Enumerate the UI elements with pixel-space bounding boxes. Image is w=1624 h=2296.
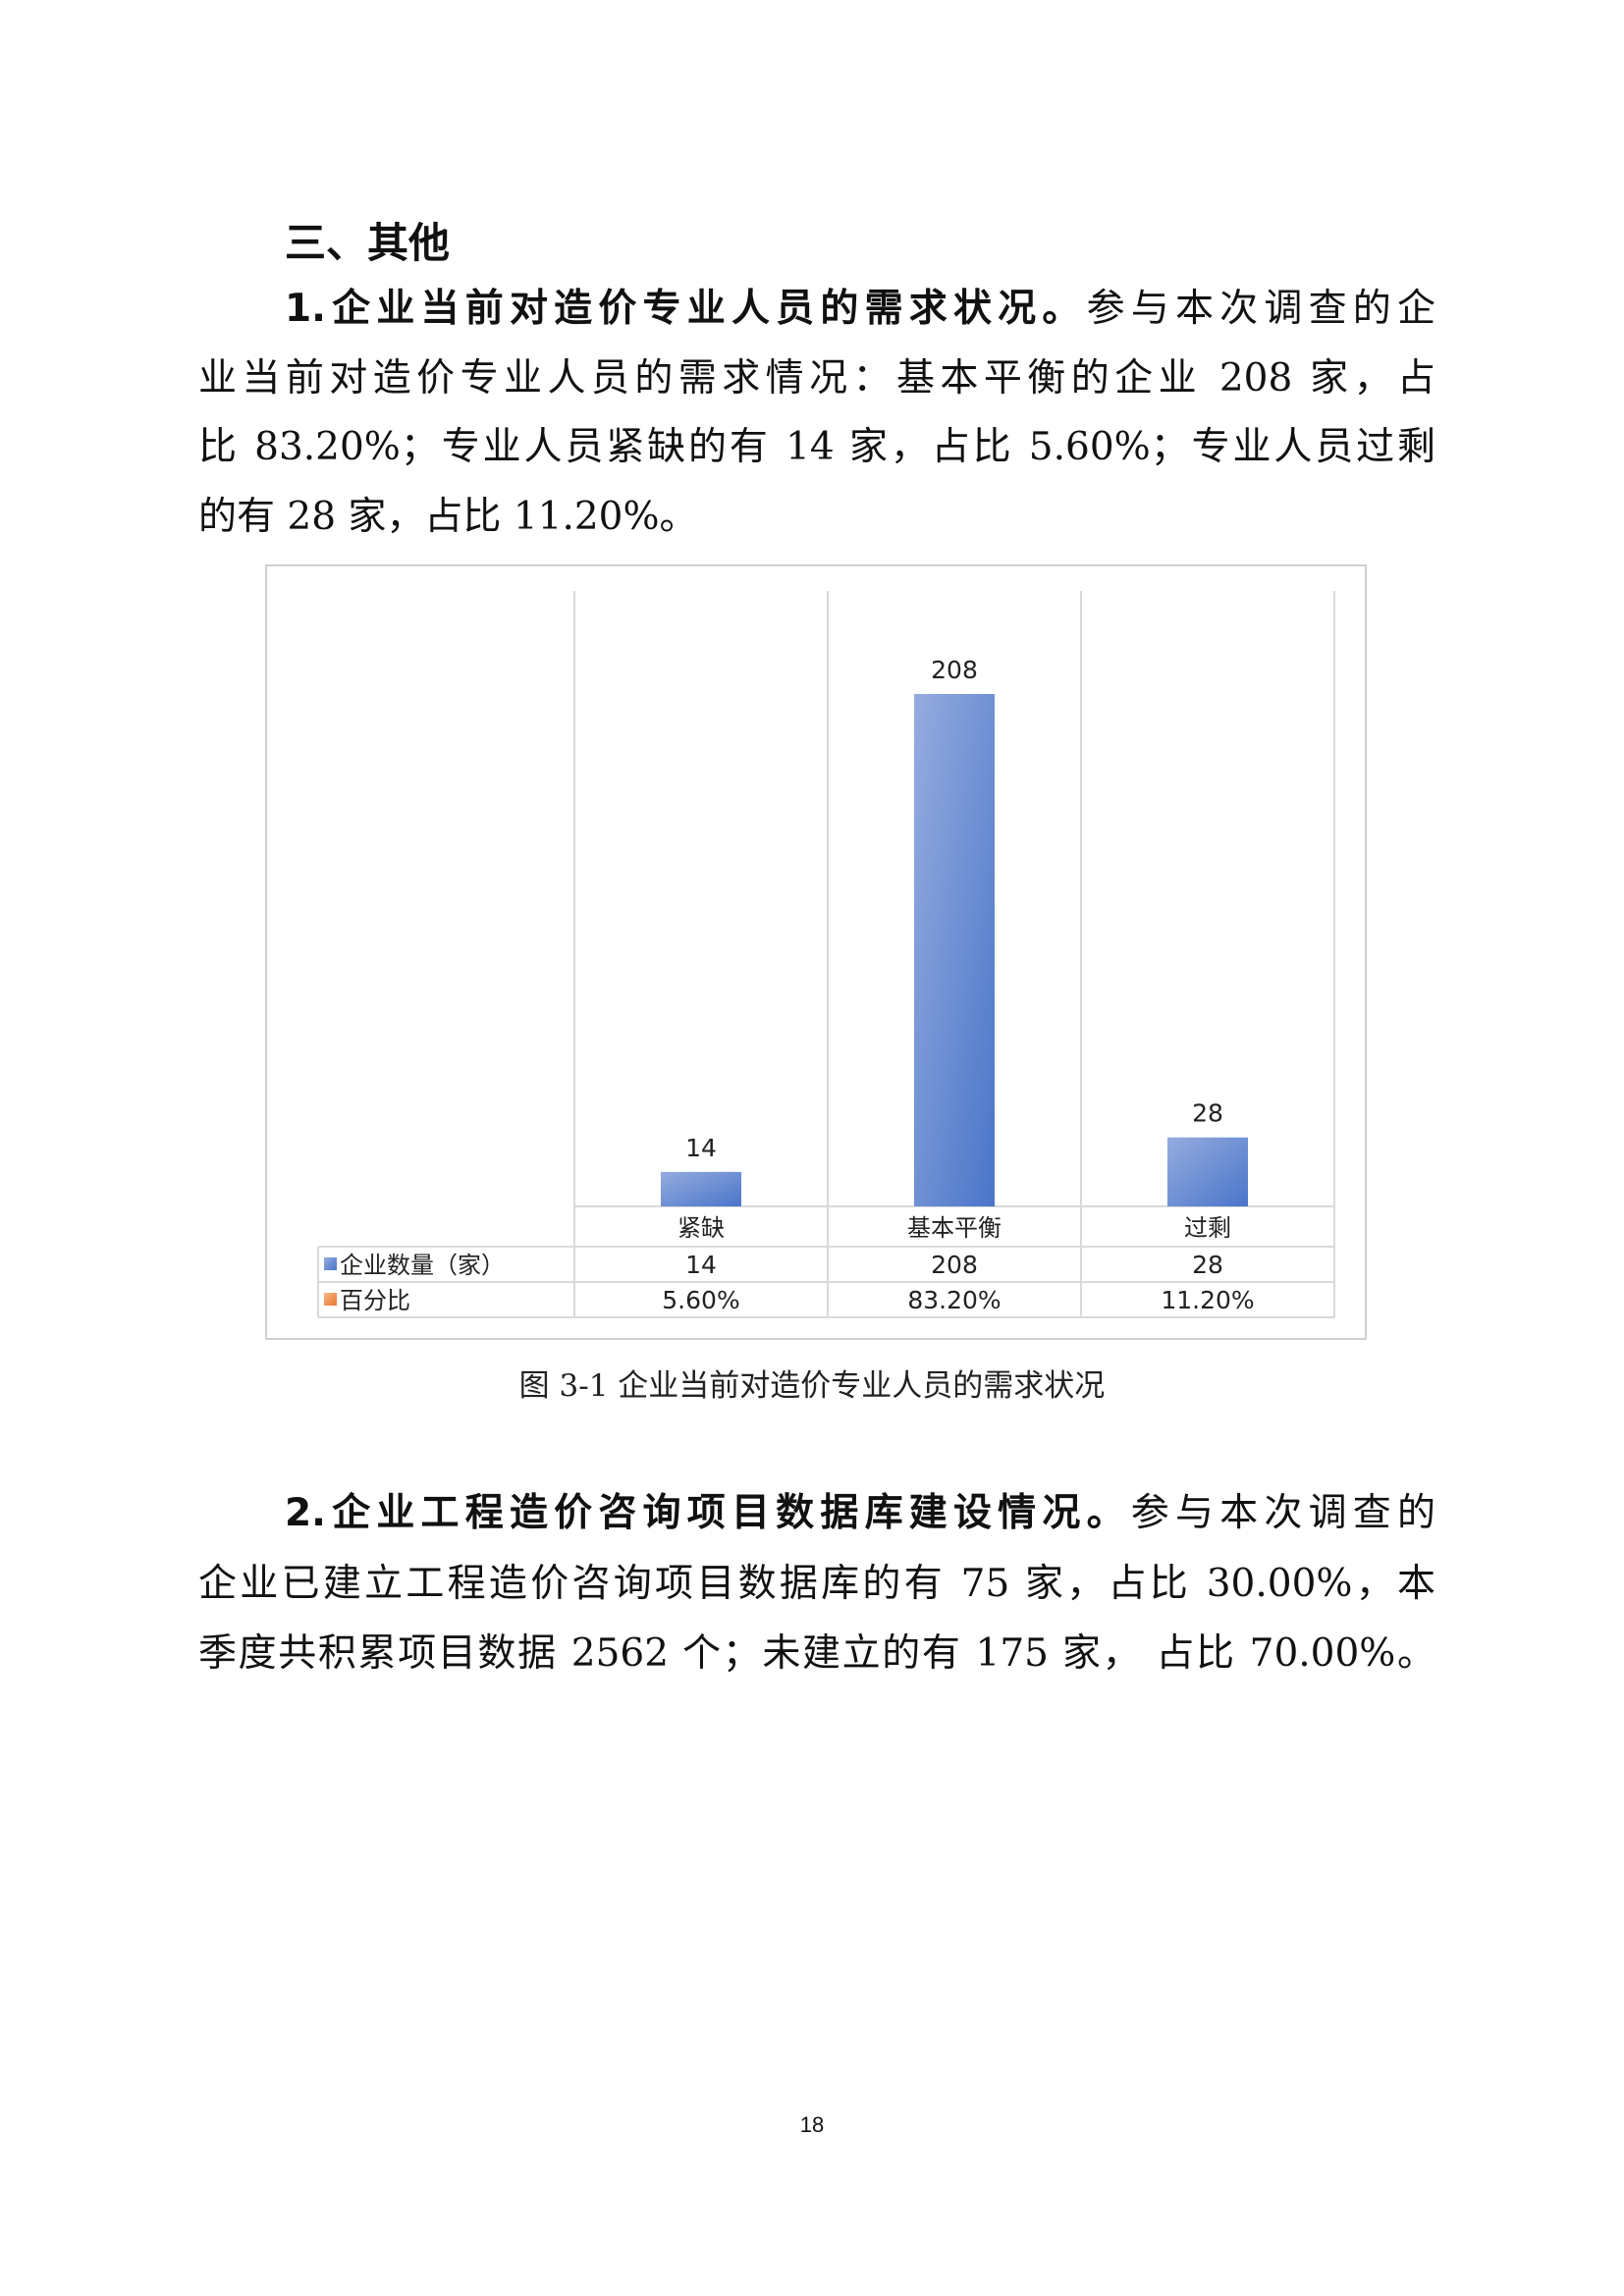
table-cell: 28 <box>1192 1251 1223 1279</box>
bar-紧缺 <box>661 1171 741 1206</box>
para2-lead: 2.企业工程造价咨询项目数据库建设情况。 <box>285 1491 1131 1535</box>
table-cell: 11.20% <box>1161 1286 1254 1314</box>
legend-label: 企业数量（家） <box>340 1252 505 1279</box>
category-label: 过剩 <box>1184 1214 1231 1242</box>
table-cell: 5.60% <box>662 1286 739 1314</box>
para1-line-2: 业当前对造价专业人员的需求情况：基本平衡的企业 208 家，占 <box>198 356 1435 400</box>
bar-过剩 <box>1167 1137 1248 1206</box>
page-number: 18 <box>799 2112 825 2137</box>
legend-label: 百分比 <box>340 1287 410 1314</box>
para2-line-3: 季度共积累项目数据 2562 个；未建立的有 175 家， 占比 70.00%。 <box>198 1631 1435 1676</box>
legend-swatch <box>324 1293 337 1306</box>
table-cell: 208 <box>931 1251 978 1279</box>
data-label: 208 <box>931 656 978 684</box>
category-label: 紧缺 <box>677 1214 725 1242</box>
para1-line-4: 的有 28 家，占比 11.20%。 <box>198 495 698 539</box>
bar-chart: 14 紧缺 14 5.60% 208 基本平衡 208 83.20% 28 过剩 28 11.20% 企… <box>265 564 1367 1340</box>
para2-text: 参与本次调查的 <box>1130 1491 1435 1535</box>
para1-lead: 1.企业当前对造价专业人员的需求状况。 <box>285 287 1087 331</box>
para1-line-1: 1.企业当前对造价专业人员的需求状况。参与本次调查的企 <box>285 284 1435 335</box>
legend-swatch <box>324 1257 337 1270</box>
table-cell: 83.20% <box>907 1286 1001 1314</box>
data-label: 28 <box>1192 1099 1223 1128</box>
para2-line-1: 2.企业工程造价咨询项目数据库建设情况。参与本次调查的 <box>285 1488 1435 1539</box>
bar-基本平衡 <box>914 694 995 1206</box>
data-label: 14 <box>685 1134 717 1162</box>
para2-line-2: 企业已建立工程造价咨询项目数据库的有 75 家，占比 30.00%，本 <box>198 1562 1435 1606</box>
section-heading: 三、其他 <box>285 219 451 267</box>
para1-line-3: 比 83.20%；专业人员紧缺的有 14 家，占比 5.60%；专业人员过剩 <box>198 425 1435 469</box>
category-label: 基本平衡 <box>907 1214 1001 1242</box>
figure-caption: 图 3-1 企业当前对造价专业人员的需求状况 <box>518 1368 1106 1404</box>
table-cell: 14 <box>685 1251 717 1279</box>
para1-text: 参与本次调查的企 <box>1086 287 1435 331</box>
